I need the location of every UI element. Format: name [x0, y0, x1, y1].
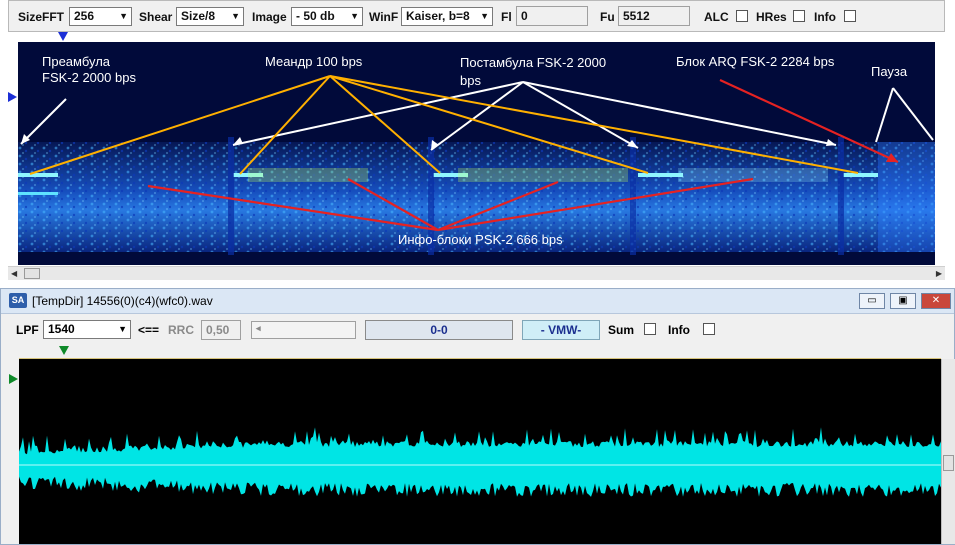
- winf-value: Kaiser, b=8: [406, 9, 470, 23]
- annotation-info-blocks: Инфо-блоки PSK-2 666 bps: [398, 232, 563, 247]
- hres-checkbox[interactable]: [793, 10, 805, 22]
- annotation-arq: Блок ARQ FSK-2 2284 bps: [676, 54, 835, 69]
- annotation-meander: Меандр 100 bps: [265, 54, 363, 69]
- sizefft-label: SizeFFT: [18, 10, 65, 24]
- scroll-left-icon[interactable]: ◀: [11, 269, 18, 278]
- chevron-down-icon: ▼: [480, 11, 489, 21]
- range-display: 0-0: [365, 320, 513, 340]
- fu-label: Fu: [600, 10, 615, 24]
- alc-label: ALC: [704, 10, 729, 24]
- apply-arrow-label[interactable]: <==: [138, 323, 160, 337]
- chevron-down-icon: ▼: [231, 11, 240, 21]
- maximize-button[interactable]: ▣: [890, 293, 916, 309]
- red-arrows: [147, 79, 899, 232]
- waveform-info-label: Info: [668, 323, 690, 337]
- image-select[interactable]: - 50 db ▼: [291, 7, 363, 26]
- sum-checkbox[interactable]: [644, 323, 656, 335]
- fl-label: Fl: [501, 10, 512, 24]
- white-arrowheads: [21, 134, 836, 150]
- lpf-label: LPF: [16, 323, 39, 337]
- minimize-button[interactable]: ▭: [859, 293, 885, 309]
- rrc-slider[interactable]: ◂: [251, 321, 356, 339]
- scrollbar-thumb[interactable]: [24, 268, 40, 279]
- close-button[interactable]: ✕: [921, 293, 951, 309]
- waveform-window: SA [TempDir] 14556(0)(c4)(wfc0).wav ▭ ▣ …: [0, 288, 955, 545]
- chevron-down-icon: ▼: [350, 11, 359, 21]
- sizefft-select[interactable]: 256 ▼: [69, 7, 132, 26]
- waveform-controls: LPF 1540 ▼ <== RRC 0,50 ◂ 0-0 - VMW- Sum …: [1, 317, 954, 343]
- waveform-display[interactable]: [19, 359, 941, 544]
- sizefft-value: 256: [74, 9, 95, 23]
- image-value: - 50 db: [296, 9, 335, 23]
- lpf-select[interactable]: 1540 ▼: [43, 320, 131, 339]
- spectrogram-panel: SizeFFT 256 ▼ Shear Size/8 ▼ Image - 50 db…: [8, 0, 945, 280]
- frequency-marker-icon[interactable]: [8, 92, 17, 102]
- waveform-envelope: [19, 427, 941, 497]
- tone-lines: [18, 173, 878, 195]
- annotation-pause: Пауза: [871, 64, 908, 79]
- slider-left-icon[interactable]: ◂: [256, 323, 261, 333]
- waveform-info-checkbox[interactable]: [703, 323, 715, 335]
- block-separators: [228, 137, 844, 255]
- shear-select[interactable]: Size/8 ▼: [176, 7, 244, 26]
- annotation-preamble-line1: Преамбула: [42, 54, 111, 69]
- chevron-down-icon: ▼: [118, 324, 127, 334]
- chevron-down-icon: ▼: [119, 11, 128, 21]
- fu-field[interactable]: 5512: [618, 6, 690, 26]
- shear-value: Size/8: [181, 9, 216, 23]
- scrollbar-thumb[interactable]: [943, 455, 954, 471]
- annotation-postamble-line2: bps: [460, 73, 481, 88]
- info-block-texture: [248, 142, 935, 252]
- alc-checkbox[interactable]: [736, 10, 748, 22]
- winf-select[interactable]: Kaiser, b=8 ▼: [401, 7, 493, 26]
- vmw-display[interactable]: - VMW-: [522, 320, 600, 340]
- waveform-vertical-scrollbar[interactable]: [941, 359, 955, 544]
- spectrogram-horizontal-scrollbar[interactable]: ◀ ▶: [8, 266, 945, 280]
- rrc-field[interactable]: 0,50: [201, 320, 241, 340]
- lpf-value: 1540: [48, 322, 75, 336]
- waveform-level-marker-icon[interactable]: [9, 374, 18, 384]
- info-label: Info: [814, 10, 836, 24]
- red-arrowheads: [886, 153, 898, 162]
- hres-label: HRes: [756, 10, 787, 24]
- waveform-time-marker-icon[interactable]: [59, 346, 69, 355]
- info-checkbox[interactable]: [844, 10, 856, 22]
- fl-field[interactable]: 0: [516, 6, 588, 26]
- annotation-preamble-line2: FSK-2 2000 bps: [42, 70, 136, 85]
- scroll-right-icon[interactable]: ▶: [935, 269, 942, 278]
- shear-label: Shear: [139, 10, 173, 24]
- winf-label: WinF: [369, 10, 399, 24]
- rrc-label: RRC: [168, 323, 194, 337]
- white-arrows: [20, 81, 934, 151]
- yellow-arrows: [29, 75, 859, 175]
- window-titlebar[interactable]: SA [TempDir] 14556(0)(c4)(wfc0).wav ▭ ▣ …: [1, 289, 954, 314]
- spectrogram-toolbar: SizeFFT 256 ▼ Shear Size/8 ▼ Image - 50 db…: [8, 0, 945, 32]
- window-title: [TempDir] 14556(0)(c4)(wfc0).wav: [32, 294, 213, 308]
- image-label: Image: [252, 10, 287, 24]
- time-marker-icon[interactable]: [58, 32, 68, 41]
- spectrogram-display[interactable]: Преамбула FSK-2 2000 bps Меандр 100 bps …: [18, 42, 935, 265]
- annotation-postamble-line1: Постамбула FSK-2 2000: [460, 55, 606, 70]
- signal-noise: [18, 142, 935, 252]
- app-icon: SA: [9, 293, 27, 308]
- sum-label: Sum: [608, 323, 635, 337]
